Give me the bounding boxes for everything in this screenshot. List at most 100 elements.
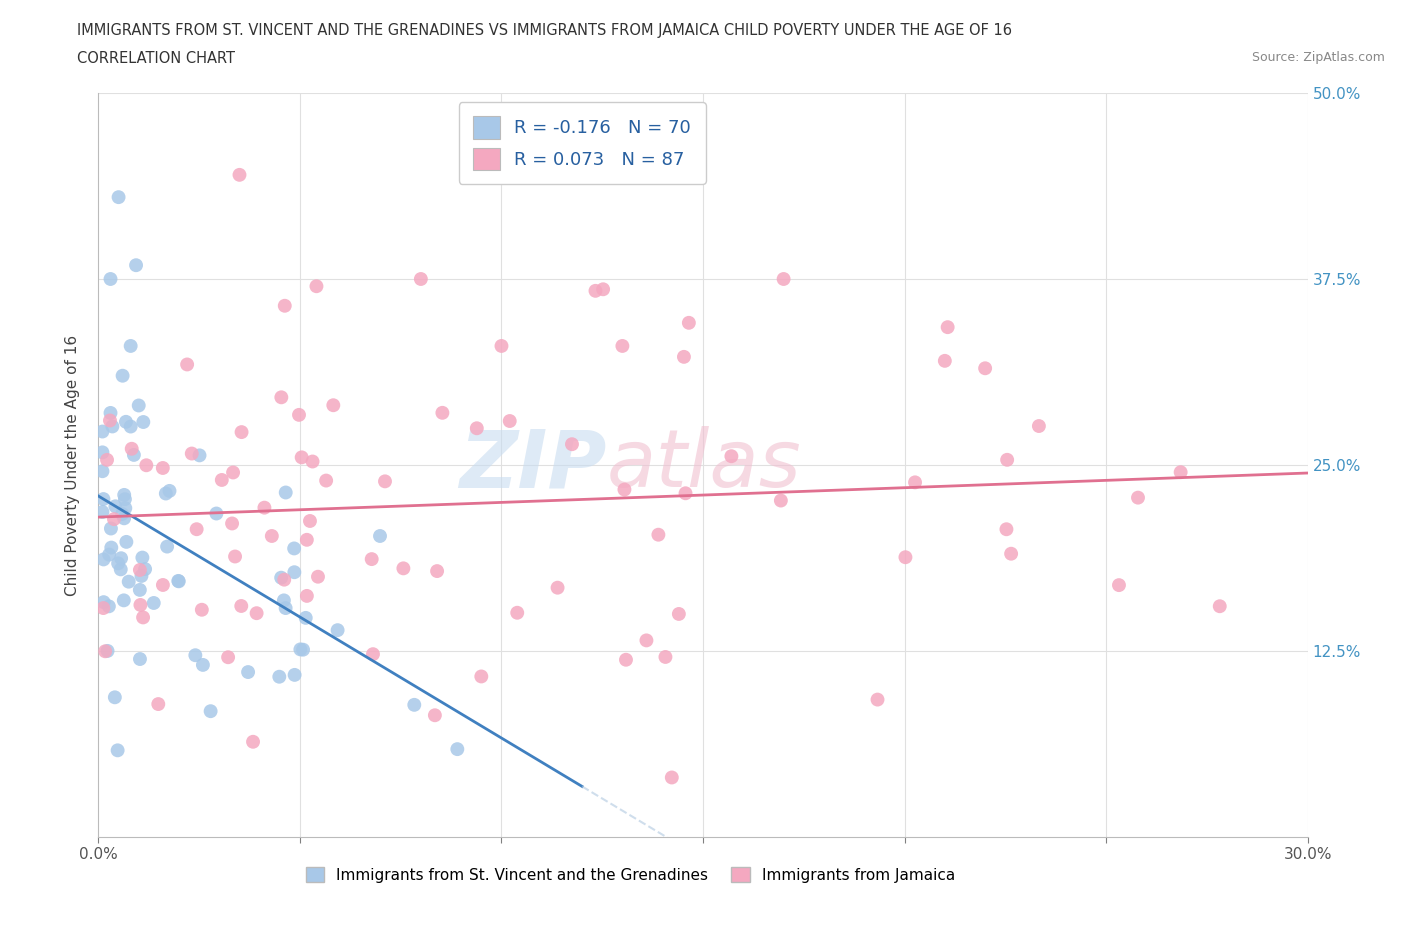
Point [125, 258, 148, 272]
Point [110, 562, 132, 577]
Point [107, 743, 129, 758]
Point [392, 561, 415, 576]
Point [93, 594, 115, 609]
Point [131, 551, 153, 565]
Point [561, 437, 583, 452]
Point [290, 642, 312, 657]
Point [91, 464, 114, 479]
Point [98, 547, 121, 562]
Point [253, 500, 276, 515]
Point [894, 550, 917, 565]
Point [409, 272, 432, 286]
Point [288, 407, 311, 422]
Point [904, 475, 927, 490]
Point [274, 485, 297, 500]
Point [118, 574, 141, 589]
Text: ZIP: ZIP [458, 426, 606, 504]
Point [273, 572, 295, 587]
Point [291, 450, 314, 465]
Y-axis label: Child Poverty Under the Age of 16: Child Poverty Under the Age of 16 [65, 335, 80, 595]
Point [97, 599, 120, 614]
Point [360, 551, 382, 566]
Point [121, 442, 143, 457]
Point [647, 527, 669, 542]
Point [107, 190, 129, 205]
Point [96, 452, 118, 467]
Point [184, 648, 207, 663]
Point [132, 610, 155, 625]
Point [270, 390, 292, 405]
Point [465, 421, 488, 436]
Text: CORRELATION CHART: CORRELATION CHART [77, 51, 235, 66]
Point [142, 595, 165, 610]
Point [107, 556, 129, 571]
Point [974, 361, 997, 376]
Point [91, 445, 114, 459]
Point [1126, 490, 1149, 505]
Point [326, 623, 349, 638]
Point [295, 532, 318, 547]
Point [270, 570, 292, 585]
Point [112, 487, 135, 502]
Point [1108, 578, 1130, 592]
Point [148, 697, 170, 711]
Point [404, 698, 426, 712]
Text: IMMIGRANTS FROM ST. VINCENT AND THE GRENADINES VS IMMIGRANTS FROM JAMAICA CHILD : IMMIGRANTS FROM ST. VINCENT AND THE GREN… [77, 23, 1012, 38]
Point [668, 606, 690, 621]
Point [110, 551, 132, 565]
Point [654, 649, 676, 664]
Point [242, 735, 264, 750]
Point [112, 593, 135, 608]
Point [101, 419, 124, 434]
Point [301, 454, 323, 469]
Point [547, 580, 569, 595]
Point [93, 552, 115, 567]
Point [675, 485, 697, 500]
Point [274, 601, 297, 616]
Point [93, 492, 115, 507]
Point [120, 339, 142, 353]
Point [292, 643, 315, 658]
Point [167, 574, 190, 589]
Point [260, 528, 283, 543]
Point [720, 449, 742, 464]
Point [104, 690, 127, 705]
Point [678, 315, 700, 330]
Point [134, 562, 156, 577]
Point [176, 357, 198, 372]
Point [284, 668, 307, 683]
Point [307, 569, 329, 584]
Point [1209, 599, 1232, 614]
Point [129, 563, 152, 578]
Point [772, 272, 794, 286]
Point [180, 446, 202, 461]
Point [111, 507, 134, 522]
Point [585, 284, 607, 299]
Point [426, 564, 449, 578]
Legend: Immigrants from St. Vincent and the Grenadines, Immigrants from Jamaica: Immigrants from St. Vincent and the Gren… [299, 860, 962, 889]
Point [506, 605, 529, 620]
Point [98, 413, 121, 428]
Point [100, 521, 122, 536]
Point [283, 541, 305, 556]
Text: Source: ZipAtlas.com: Source: ZipAtlas.com [1251, 51, 1385, 64]
Point [100, 405, 122, 420]
Point [592, 282, 614, 297]
Point [672, 350, 695, 365]
Point [128, 582, 150, 597]
Point [295, 589, 318, 604]
Point [131, 568, 153, 583]
Point [191, 603, 214, 618]
Point [122, 447, 145, 462]
Point [104, 498, 127, 513]
Point [273, 593, 295, 608]
Point [200, 704, 222, 719]
Point [1170, 465, 1192, 480]
Point [114, 500, 136, 515]
Point [224, 549, 246, 564]
Point [298, 513, 321, 528]
Point [294, 610, 316, 625]
Point [995, 452, 1018, 467]
Point [120, 419, 142, 434]
Point [115, 535, 138, 550]
